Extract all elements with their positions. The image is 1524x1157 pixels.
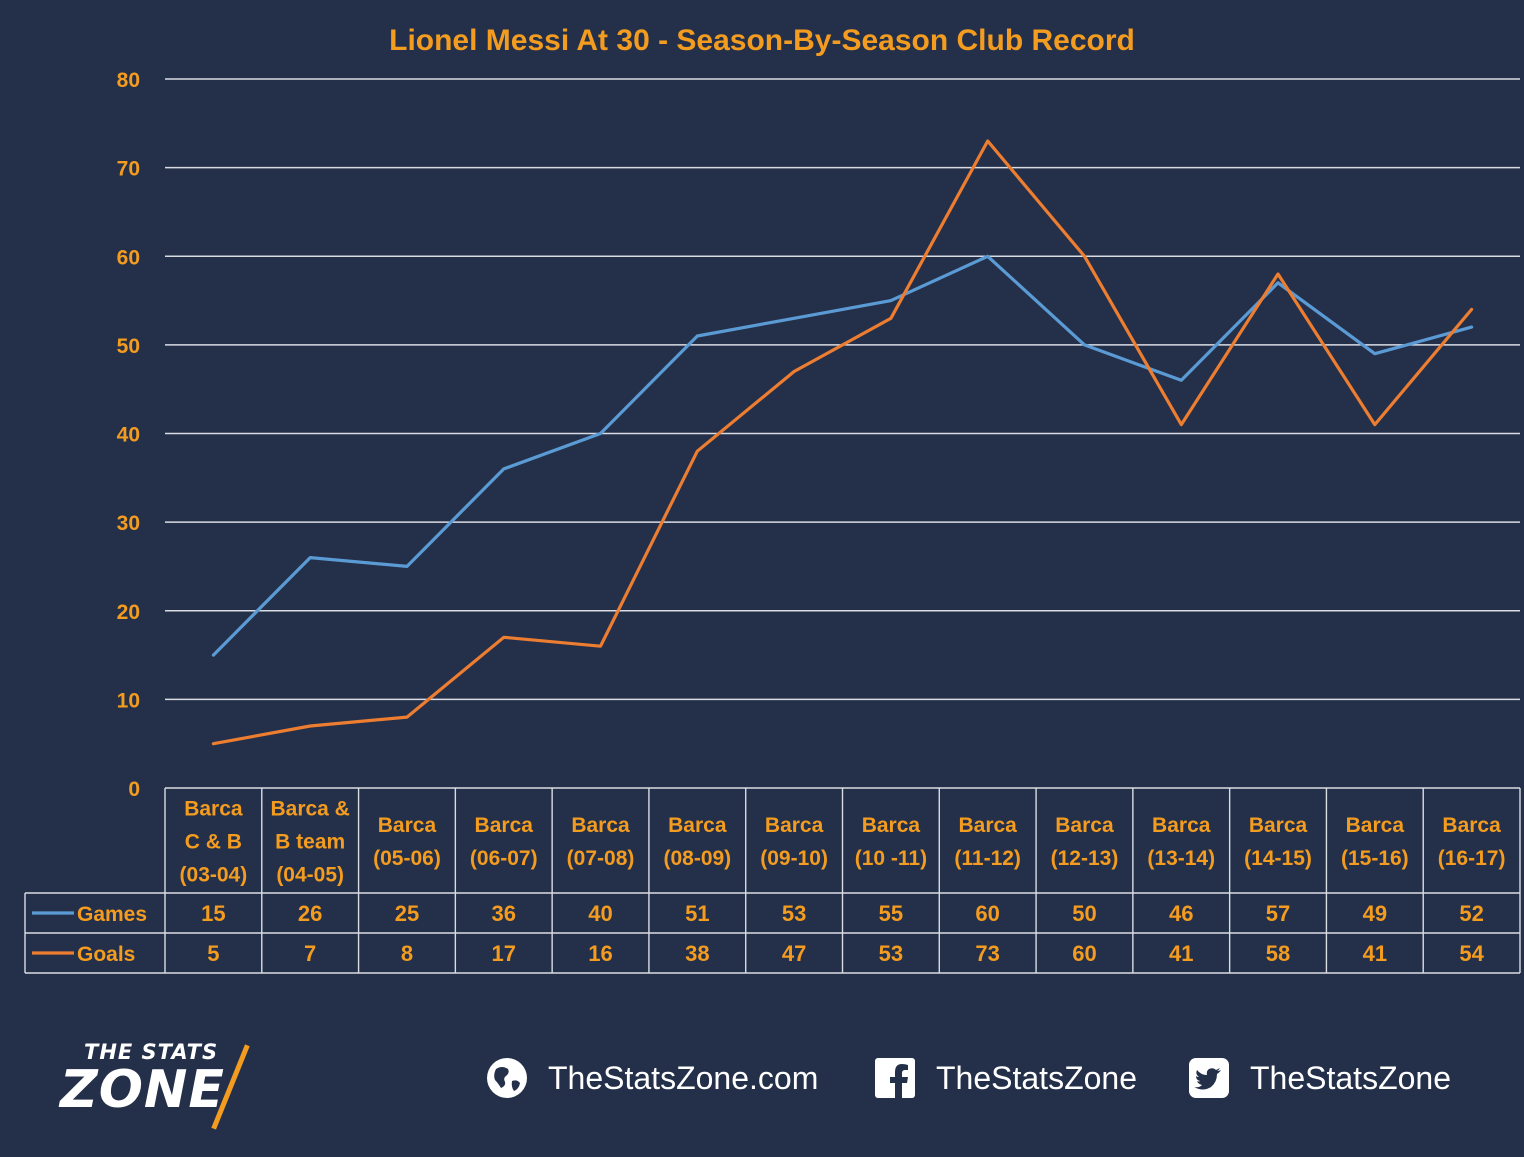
y-tick-label: 0	[128, 778, 140, 801]
y-tick-label: 30	[117, 512, 140, 535]
category-label: Barca (14-15)	[1244, 814, 1312, 870]
y-tick-label: 50	[117, 335, 140, 358]
table-value-goals: 47	[782, 941, 806, 966]
category-label: Barca (06-07)	[470, 814, 538, 870]
data-table: Barca C & B (03-04) Barca & B team (04-05) Bar…	[24, 787, 1521, 974]
footer: THE STATS ZONE TheStatsZone.com TheStats…	[0, 1020, 1524, 1140]
table-value-goals: 53	[879, 941, 903, 966]
table-value-goals: 7	[304, 941, 316, 966]
category-label: Barca (11-12)	[954, 814, 1021, 870]
table-value-goals: 8	[401, 941, 413, 966]
twitter-text: TheStatsZone	[1250, 1059, 1451, 1096]
table-value-goals: 16	[588, 941, 612, 966]
category-label: Barca (16-17)	[1438, 814, 1506, 870]
table-value-games: 55	[879, 901, 903, 926]
facebook-text: TheStatsZone	[936, 1059, 1137, 1096]
y-tick-label: 40	[117, 424, 140, 447]
twitter-icon	[1188, 1057, 1230, 1099]
y-tick-label: 60	[117, 246, 140, 269]
category-label: Barca (13-14)	[1147, 814, 1215, 870]
stats-zone-logo: THE STATS ZONE	[60, 1030, 330, 1130]
y-tick-label: 20	[117, 601, 140, 624]
table-value-games: 15	[201, 901, 225, 926]
category-label: Barca (09-10)	[760, 814, 828, 870]
twitter-link[interactable]: TheStatsZone	[1188, 1056, 1451, 1100]
table-value-goals: 54	[1459, 941, 1484, 966]
table-value-goals: 73	[975, 941, 999, 966]
series-line-goals	[211, 139, 1474, 746]
table-value-goals: 60	[1072, 941, 1096, 966]
category-label: Barca (08-09)	[663, 814, 731, 870]
table-value-games: 40	[588, 901, 612, 926]
chart: Lionel Messi At 30 - Season-By-Season Cl…	[24, 24, 1521, 974]
globe-icon	[486, 1057, 528, 1099]
website-text: TheStatsZone.com	[548, 1059, 819, 1096]
table-value-goals: 38	[685, 941, 709, 966]
table-value-goals: 41	[1363, 941, 1387, 966]
logo-main-text: ZONE	[60, 1060, 225, 1120]
category-label: Barca (12-13)	[1051, 814, 1119, 870]
table-value-goals: 41	[1169, 941, 1193, 966]
y-tick-label: 80	[117, 69, 140, 92]
table-value-games: 60	[975, 901, 999, 926]
table-value-games: 46	[1169, 901, 1193, 926]
y-axis-ticks: 0 10 20 30 40 50 60 70 80	[117, 69, 140, 801]
category-label: Barca (10 -11)	[855, 814, 927, 870]
table-value-goals: 17	[492, 941, 516, 966]
category-label: Barca (05-06)	[373, 814, 441, 870]
facebook-link[interactable]: TheStatsZone	[874, 1056, 1137, 1100]
category-label: Barca C & B (03-04)	[180, 798, 248, 887]
table-value-games: 36	[492, 901, 516, 926]
chart-title: Lionel Messi At 30 - Season-By-Season Cl…	[389, 24, 1135, 57]
facebook-icon	[874, 1057, 916, 1099]
table-value-games: 52	[1459, 901, 1483, 926]
table-value-games: 49	[1363, 901, 1387, 926]
series-lines	[211, 139, 1474, 746]
table-value-games: 51	[685, 901, 709, 926]
table-value-games: 57	[1266, 901, 1290, 926]
category-label: Barca (15-16)	[1341, 814, 1409, 870]
series-line-games	[211, 254, 1474, 657]
category-label: Barca (07-08)	[567, 814, 635, 870]
y-tick-label: 70	[117, 158, 140, 181]
table-value-games: 50	[1072, 901, 1096, 926]
table-value-games: 53	[782, 901, 806, 926]
table-value-games: 26	[298, 901, 322, 926]
y-tick-label: 10	[117, 689, 140, 712]
table-value-goals: 5	[207, 941, 219, 966]
category-label: Barca & B team (04-05)	[270, 798, 349, 887]
website-link[interactable]: TheStatsZone.com	[486, 1056, 818, 1100]
legend-label: Games	[77, 903, 147, 926]
legend-label: Goals	[77, 943, 135, 966]
table-value-goals: 58	[1266, 941, 1290, 966]
gridlines	[165, 78, 1520, 701]
logo-top-text: THE STATS	[84, 1040, 219, 1064]
table-value-games: 25	[395, 901, 419, 926]
